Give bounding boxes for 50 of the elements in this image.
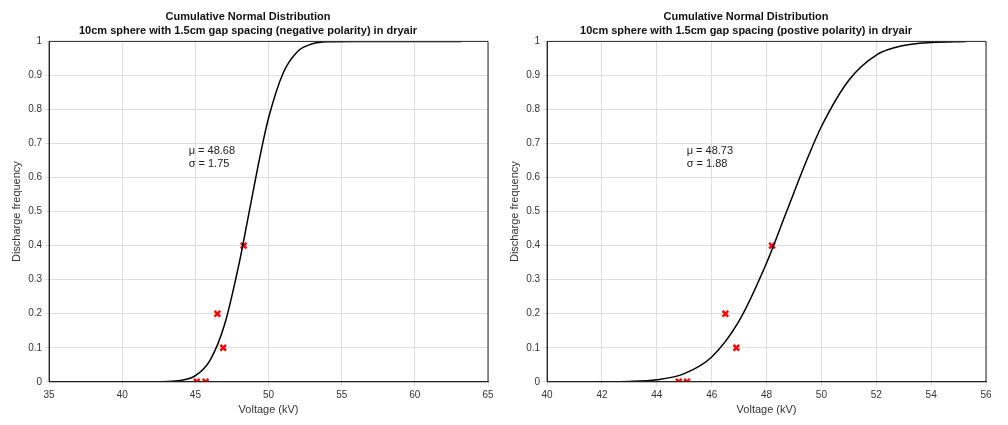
x-axis-title: Voltage (kV) bbox=[736, 403, 797, 416]
x-tick-label: 46 bbox=[706, 388, 718, 400]
y-tick-label: 0.1 bbox=[28, 341, 43, 353]
annotation: σ = 1.75 bbox=[188, 156, 230, 169]
x-tick-label: 45 bbox=[189, 388, 202, 400]
y-tick-label: 0.1 bbox=[526, 341, 541, 353]
y-tick-label: 0.6 bbox=[28, 171, 43, 183]
y-tick-label: 0.9 bbox=[526, 69, 541, 81]
y-tick-label: 0.8 bbox=[526, 103, 541, 115]
y-tick-label: 0.7 bbox=[526, 137, 541, 149]
x-tick-label: 60 bbox=[409, 388, 421, 400]
x-tick-label: 65 bbox=[482, 388, 494, 400]
x-tick-label: 44 bbox=[651, 388, 663, 400]
y-tick-label: 1 bbox=[534, 35, 541, 47]
x-tick-label: 42 bbox=[596, 388, 608, 400]
x-tick-label: 52 bbox=[870, 388, 883, 400]
x-tick-label: 48 bbox=[760, 388, 773, 400]
annotation: μ = 48.68 bbox=[188, 143, 236, 156]
x-tick-label: 56 bbox=[980, 388, 992, 400]
y-tick-label: 0.3 bbox=[526, 273, 541, 285]
y-tick-label: 0.5 bbox=[28, 205, 43, 217]
chart-subtitle: 10cm sphere with 1.5cm gap spacing (postive polarity) in dryair bbox=[580, 23, 913, 36]
chart-title: Cumulative Normal Distribution bbox=[165, 9, 331, 22]
y-tick-label: 0.5 bbox=[526, 205, 541, 217]
y-tick-label: 0.6 bbox=[526, 171, 541, 183]
x-tick-label: 40 bbox=[541, 388, 554, 400]
x-tick-label: 50 bbox=[262, 388, 275, 400]
chart-subtitle: 10cm sphere with 1.5cm gap spacing (negative polarity) in dryair bbox=[78, 23, 418, 36]
x-tick-label: 55 bbox=[336, 388, 348, 400]
x-tick-label: 40 bbox=[116, 388, 129, 400]
chart-title: Cumulative Normal Distribution bbox=[663, 9, 829, 22]
x-axis-title: Voltage (kV) bbox=[238, 403, 299, 416]
y-tick-label: 0.3 bbox=[28, 273, 43, 285]
x-tick-label: 50 bbox=[815, 388, 828, 400]
x-tick-label: 54 bbox=[925, 388, 938, 400]
x-tick-label: 35 bbox=[43, 388, 56, 400]
y-tick-label: 0.4 bbox=[28, 239, 43, 251]
y-tick-label: 0.2 bbox=[28, 307, 43, 319]
y-tick-label: 0.7 bbox=[28, 137, 43, 149]
y-tick-label: 0.2 bbox=[526, 307, 541, 319]
y-tick-label: 1 bbox=[36, 35, 43, 47]
y-tick-label: 0.4 bbox=[526, 239, 541, 251]
y-axis-title: Discharge frequency bbox=[507, 160, 520, 263]
annotation: σ = 1.88 bbox=[686, 156, 728, 169]
y-axis-title: Discharge frequency bbox=[9, 160, 22, 263]
y-tick-label: 0.9 bbox=[28, 69, 43, 81]
annotation: μ = 48.73 bbox=[686, 143, 734, 156]
y-tick-label: 0.8 bbox=[28, 103, 43, 115]
y-tick-label: 0 bbox=[534, 375, 541, 387]
y-tick-label: 0 bbox=[36, 375, 43, 387]
